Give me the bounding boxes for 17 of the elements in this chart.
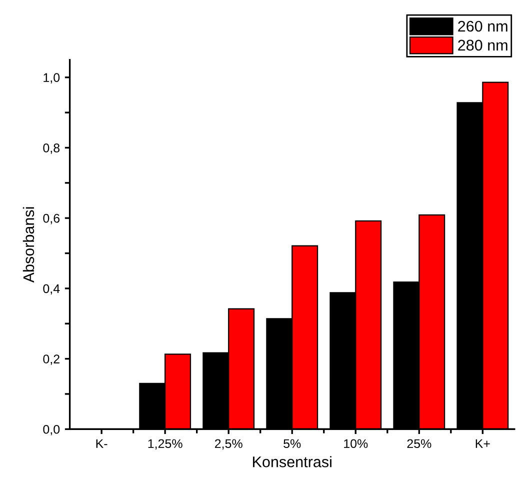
x-tick-label: 10% — [344, 439, 368, 448]
legend-label: 280 nm — [458, 40, 508, 51]
y-tick-label: 1,0 — [44, 73, 60, 84]
x-tick-label: 5% — [284, 439, 301, 448]
x-tick-label: K+ — [476, 439, 490, 448]
x-tick-label: K- — [96, 439, 108, 448]
y-tick-label: 0,0 — [43, 424, 60, 436]
y-tick-label: 0,2 — [43, 354, 60, 365]
x-tick-label: 1,25% — [148, 439, 182, 450]
x-axis-title: Konsentrasi — [253, 456, 332, 468]
y-tick-label: 0,8 — [43, 144, 60, 154]
x-tick-label: 2,5% — [214, 439, 242, 450]
y-tick-label: 0,6 — [43, 214, 60, 224]
legend-label: 260 nm — [458, 20, 508, 32]
x-tick-label: 25% — [407, 439, 432, 448]
y-axis-title: Absorbansi — [22, 207, 34, 283]
y-tick-label: 0,4 — [43, 284, 60, 295]
